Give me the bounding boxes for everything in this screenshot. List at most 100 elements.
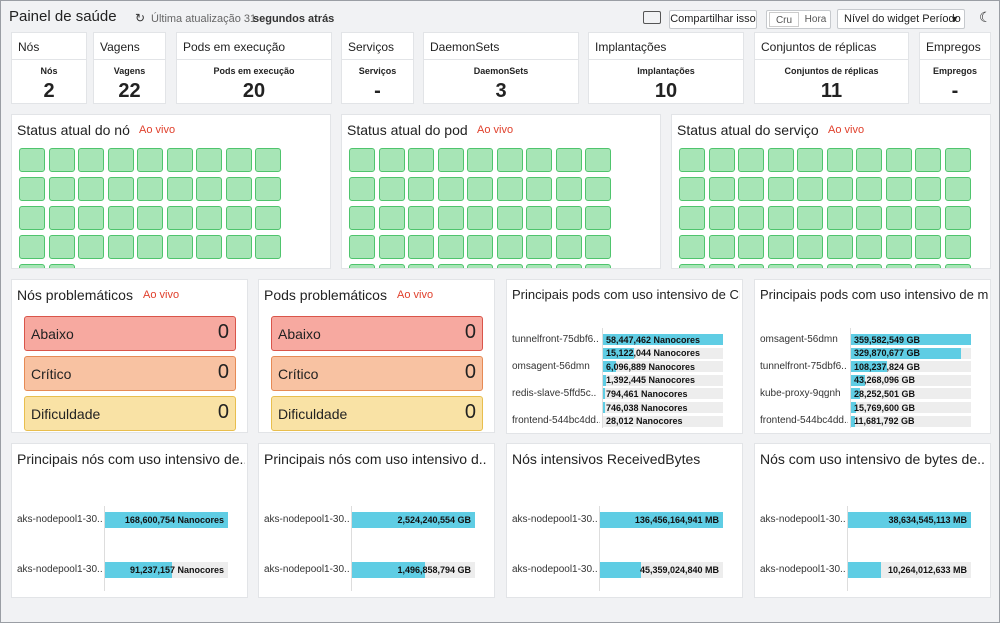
problem-label: Dificuldade (278, 406, 348, 422)
bar (848, 512, 971, 528)
category-label: omsagent-56dmn (512, 360, 590, 372)
live-tag: Ao vivo (828, 124, 865, 136)
status-cell (555, 264, 582, 268)
problem-row: Dificuldade 0 (271, 396, 483, 431)
bar (600, 512, 723, 528)
value-label: 136,456,164,941 MB (634, 515, 719, 525)
status-cell (915, 264, 941, 268)
status-cell (467, 177, 493, 201)
status-cell (408, 148, 434, 172)
bar (851, 374, 866, 386)
bar (600, 562, 641, 578)
bar-track (851, 402, 971, 413)
axis-line (850, 328, 851, 428)
tile-value: - (374, 80, 381, 102)
bar (603, 402, 605, 413)
status-cell (679, 177, 705, 201)
bar (352, 562, 425, 578)
value-label: 1,392,445 Nanocores (606, 375, 696, 386)
status-cell (885, 148, 912, 172)
period-select[interactable]: Nível do widget Período ▼ (837, 9, 965, 29)
theme-icon[interactable]: ☾ (979, 9, 992, 25)
status-cell (526, 206, 552, 230)
status-cell (555, 148, 582, 172)
status-cell (856, 177, 882, 201)
value-label: 11,681,792 GB (854, 416, 915, 427)
stat-tile: Serviços Serviços - (341, 32, 414, 104)
status-cell (137, 235, 163, 259)
value-label: 91,237,157 Nanocores (129, 565, 224, 575)
value-label: 28,252,501 GB (854, 388, 916, 399)
status-cell (467, 148, 493, 172)
value-label: 15,769,600 GB (854, 402, 916, 413)
status-cell (708, 148, 735, 172)
panel-title: Nós intensivos ReceivedBytes (512, 451, 701, 467)
value-label: 45,359,024,840 MB (639, 565, 719, 575)
status-cell (255, 235, 281, 259)
status-cell (915, 148, 941, 172)
status-cell (349, 206, 375, 230)
status-cell (19, 264, 45, 268)
problem-row: Crítico 0 (271, 356, 483, 391)
stat-tile: Conjuntos de réplicas Conjuntos de réplic… (754, 32, 909, 104)
category-label: kube-proxy-9qgnh (760, 387, 841, 399)
category-label: aks-nodepool1-30.. (760, 564, 845, 575)
category-label: aks-nodepool1-30.. (512, 564, 597, 575)
status-cell (915, 206, 941, 230)
status-cell (78, 177, 104, 201)
status-cell (738, 264, 764, 268)
status-cell (137, 177, 163, 201)
share-button[interactable]: Compartilhar isso (669, 10, 757, 29)
status-cell (856, 235, 882, 259)
bar (851, 415, 855, 427)
status-cell (944, 235, 971, 259)
status-cell (767, 206, 794, 230)
tile-value: 3 (495, 80, 507, 102)
status-cell (708, 235, 735, 259)
status-cell (585, 264, 611, 268)
status-cell (856, 264, 882, 268)
tile-label: Pods em execução (213, 66, 295, 76)
category-label: aks-nodepool1-30.. (512, 514, 597, 525)
category-label: aks-nodepool1-30.. (264, 564, 349, 575)
status-cell (19, 148, 45, 172)
status-cell (944, 264, 971, 268)
value-label: 58,447,462 Nanocores (606, 334, 701, 345)
status-cell (585, 206, 611, 230)
status-cell (944, 177, 971, 201)
status-cell (708, 177, 735, 201)
status-cell (196, 177, 222, 201)
problem-count: 0 (464, 401, 476, 423)
status-cell (767, 264, 794, 268)
tile-label: Vagens (113, 66, 146, 76)
problem-label: Crítico (31, 366, 72, 382)
category-label: frontend-544bc4dd.. (760, 415, 848, 427)
bar-track (603, 388, 723, 400)
panel-title: Principais pods com uso intensivo de CPU (512, 287, 740, 302)
category-label: tunnelfront-75dbf6.. (512, 333, 599, 345)
bar-panel: Principais pods com uso intensivo de CPU… (506, 279, 743, 434)
value-label: 794,461 Nanocores (606, 388, 688, 399)
status-cell (944, 148, 971, 172)
bar (105, 562, 172, 578)
status-cell (885, 264, 912, 268)
status-panel: Status atual do pod Ao vivo (341, 114, 661, 269)
status-cell (225, 148, 252, 172)
status-cell (526, 235, 552, 259)
truck-icon[interactable] (643, 11, 661, 24)
status-cell (78, 148, 104, 172)
status-cell (196, 206, 222, 230)
status-cell (255, 177, 281, 201)
bar (603, 388, 605, 400)
raw-option[interactable]: Cru (769, 12, 799, 27)
bar-panel: Principais pods com uso intensivo de me.… (754, 279, 991, 434)
page-title: Painel de saúde (9, 8, 117, 25)
status-cell (797, 177, 823, 201)
status-cell (826, 148, 853, 172)
status-cell (826, 235, 853, 259)
status-cell (166, 148, 193, 172)
status-panel: Status atual do nó Ao vivo (11, 114, 331, 269)
status-cell (196, 235, 222, 259)
refresh-icon[interactable]: ↻ (135, 11, 146, 25)
hour-option[interactable]: Hora (804, 14, 827, 25)
